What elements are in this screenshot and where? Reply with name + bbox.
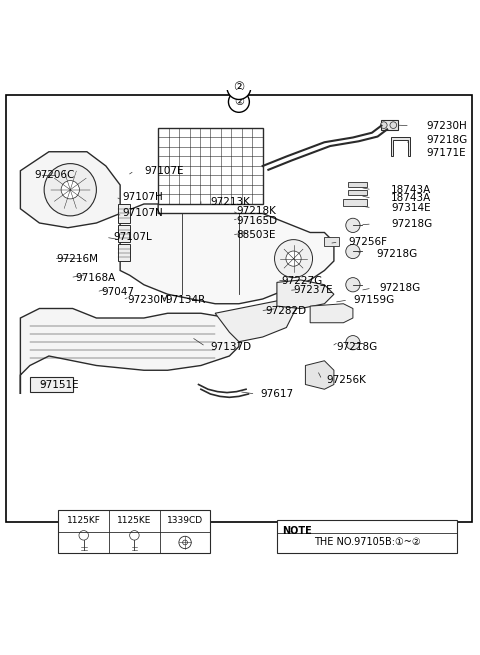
Text: 97168A: 97168A [75,272,115,282]
Circle shape [228,92,249,112]
Text: 97282D: 97282D [265,306,306,316]
Polygon shape [305,361,334,389]
Circle shape [227,76,251,100]
Text: 97230M: 97230M [127,295,169,305]
Polygon shape [310,304,353,323]
Text: 97206C: 97206C [35,170,75,181]
Text: 97165D: 97165D [237,215,277,225]
FancyBboxPatch shape [6,95,472,522]
Text: 97218G: 97218G [377,249,418,259]
Circle shape [346,335,360,350]
Text: 97047: 97047 [101,287,134,297]
Text: 1125KE: 1125KE [117,515,152,525]
Bar [343,198,367,206]
Text: 97107N: 97107N [122,208,163,219]
Text: 97227G: 97227G [282,276,323,286]
Text: ②: ② [234,97,244,107]
Text: 97256F: 97256F [348,237,387,247]
Text: 97230H: 97230H [427,121,468,130]
Text: 97218G: 97218G [336,341,378,352]
Text: 97218G: 97218G [427,135,468,145]
Polygon shape [215,299,296,342]
Text: 97159G: 97159G [353,295,394,305]
Text: 97237E: 97237E [294,286,333,295]
Text: 97216M: 97216M [56,253,98,263]
Polygon shape [391,138,410,157]
Circle shape [381,122,387,128]
Text: 97314E: 97314E [391,203,431,213]
Circle shape [183,540,188,545]
Polygon shape [30,377,72,392]
Text: 97213K: 97213K [210,196,250,206]
Text: ②: ② [233,81,244,94]
Polygon shape [20,152,120,228]
Text: THE NO.97105B:①~②: THE NO.97105B:①~② [314,536,420,546]
Text: 18743A: 18743A [391,193,431,203]
Bar [158,128,263,204]
Text: 97137D: 97137D [210,341,252,352]
Text: 97256K: 97256K [327,375,367,384]
Bar [348,190,367,195]
Text: NOTE: NOTE [282,526,312,536]
Bar [59,510,210,553]
Circle shape [390,122,396,128]
Text: 97218K: 97218K [237,206,276,216]
Text: 1125KF: 1125KF [67,515,101,525]
Text: 1339CD: 1339CD [167,515,203,525]
Circle shape [130,531,139,540]
Bar [118,244,130,261]
Circle shape [346,218,360,233]
Text: 97134R: 97134R [165,295,205,305]
Text: 97107E: 97107E [144,166,183,176]
Circle shape [275,240,312,278]
Circle shape [346,278,360,292]
Text: 18743A: 18743A [391,185,431,195]
Circle shape [179,536,191,549]
Text: 97107L: 97107L [113,233,152,242]
Text: 97617: 97617 [260,389,293,399]
Circle shape [79,531,88,540]
Text: 97107H: 97107H [122,192,163,202]
Bar [118,225,130,242]
Polygon shape [120,204,334,304]
Bar [277,520,457,553]
Polygon shape [277,280,334,309]
Circle shape [286,251,301,266]
Bar [118,204,130,223]
Text: 97218G: 97218G [391,219,432,229]
Circle shape [44,164,96,216]
Circle shape [61,181,79,199]
Circle shape [346,244,360,259]
Text: 97171E: 97171E [427,147,466,158]
Text: 97218G: 97218G [379,283,420,293]
Text: 88503E: 88503E [237,230,276,240]
Polygon shape [20,309,239,394]
Bar [382,120,398,130]
Text: 97151E: 97151E [39,379,79,390]
Bar [348,181,367,187]
Bar [324,237,339,246]
